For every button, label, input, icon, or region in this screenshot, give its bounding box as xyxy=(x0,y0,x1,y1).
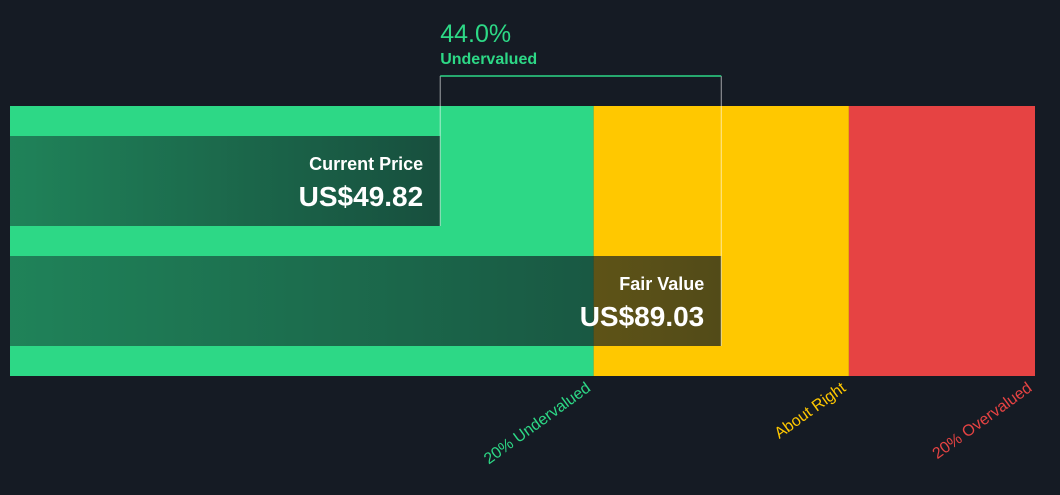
discount-value: 44.0% xyxy=(440,20,511,48)
current-price-label: Current Price xyxy=(309,154,423,174)
fair-value-value: US$89.03 xyxy=(580,301,705,332)
zone-label: 20% Overvalued xyxy=(930,379,1036,462)
zone xyxy=(848,106,1035,376)
zone-label: 20% Undervalued xyxy=(481,379,594,468)
fair-value-label: Fair Value xyxy=(619,274,704,294)
zone-label: About Right xyxy=(772,379,850,442)
current-price-bar xyxy=(10,136,441,226)
discount-label: Undervalued xyxy=(440,51,537,68)
fair-value-bar xyxy=(10,256,722,346)
current-price-value: US$49.82 xyxy=(299,181,424,212)
